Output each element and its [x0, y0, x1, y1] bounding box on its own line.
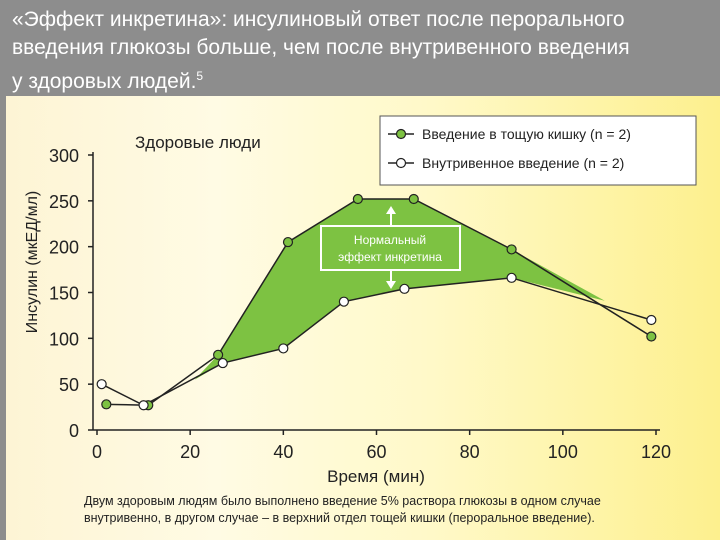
- annotation-line-2: эффект инкретина: [338, 250, 442, 264]
- legend-oral-marker: [395, 128, 407, 140]
- annotation-line-1: Нормальный: [354, 233, 426, 247]
- oral-data-point: [213, 349, 224, 360]
- y-tick-label: 0: [69, 421, 79, 441]
- annotation: Нормальный эффект инкретина: [320, 206, 461, 289]
- legend-box: [379, 115, 697, 186]
- caption-line-2: внутривенно, в другом случае – в верхний…: [84, 511, 595, 525]
- y-axis-label: Инсулин (мкЕД/мл): [24, 191, 41, 333]
- x-tick-label: 60: [366, 442, 386, 462]
- x-tick-label: 80: [460, 442, 480, 462]
- chart-title: Здоровые люди: [135, 133, 261, 152]
- oral-data-point: [282, 236, 294, 248]
- title-line-1: «Эффект инкретина»: инсулиновый ответ по…: [12, 8, 625, 31]
- y-tick-label: 150: [49, 284, 79, 304]
- x-tick-label: 120: [641, 442, 671, 462]
- annotation-arrowhead-up: [386, 206, 396, 214]
- iv-data-point: [217, 357, 228, 369]
- title-line-3-text: у здоровых людей.: [12, 70, 197, 93]
- y-tick-label: 50: [59, 375, 79, 395]
- caption-line-1: Двум здоровым людям было выполнено введе…: [84, 494, 601, 508]
- slide-header: «Эффект инкретина»: инсулиновый ответ по…: [0, 0, 720, 96]
- annotation-box: [320, 225, 461, 271]
- annotation-arrowhead-down: [386, 281, 396, 289]
- iv-series-line: [101, 277, 652, 407]
- legend: Введение в тощую кишку (n = 2) Внутривен…: [379, 115, 697, 186]
- iv-data-point: [506, 272, 517, 283]
- oral-data-point: [506, 244, 517, 255]
- x-tick-label: 20: [180, 442, 200, 462]
- x-tick-label: 100: [548, 442, 578, 462]
- title-line-3: у здоровых людей.5: [12, 62, 712, 96]
- x-tick-label: 0: [92, 442, 102, 462]
- iv-data-point: [138, 400, 149, 411]
- title-line-2: введения глюкозы больше, чем после внутр…: [12, 36, 630, 59]
- oral-data-point: [646, 331, 657, 342]
- series-markers: [96, 193, 657, 411]
- x-axis-label: Время (мин): [327, 467, 425, 486]
- legend-iv-marker: [395, 157, 407, 169]
- title-footnote-ref: 5: [196, 69, 204, 83]
- iv-data-point: [278, 343, 289, 354]
- slide-caption: Двум здоровым людям было выполнено введе…: [84, 493, 714, 527]
- y-tick-label: 200: [49, 238, 79, 258]
- y-tick-label: 100: [49, 329, 79, 349]
- legend-iv-label: Внутривенное введение (n = 2): [422, 155, 624, 171]
- iv-data-point: [96, 379, 107, 390]
- legend-oral-label: Введение в тощую кишку (n = 2): [422, 126, 631, 142]
- iv-data-point: [338, 296, 349, 307]
- y-tick-label: 250: [49, 192, 79, 212]
- slide-title: «Эффект инкретина»: инсулиновый ответ по…: [12, 6, 712, 96]
- x-ticks: 0 20 40 60 80 100 120: [92, 430, 671, 462]
- oral-data-point: [101, 399, 112, 410]
- oral-data-point: [408, 193, 419, 205]
- y-ticks: 0 50 100 150 200 250 300: [49, 146, 93, 441]
- oral-data-point: [352, 193, 363, 205]
- x-tick-label: 40: [273, 442, 293, 462]
- iv-data-point: [399, 283, 410, 294]
- iv-data-point: [646, 314, 657, 326]
- y-tick-label: 300: [49, 146, 79, 166]
- slide-left-border: [0, 96, 6, 540]
- series-lines: [101, 198, 652, 407]
